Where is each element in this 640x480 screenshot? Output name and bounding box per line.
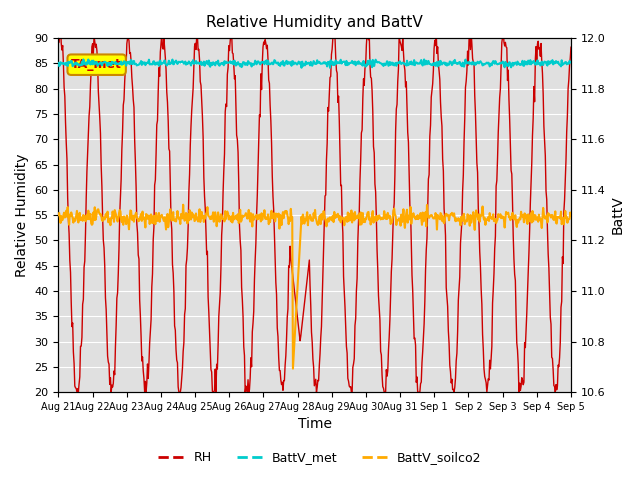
Text: TA_met: TA_met (71, 58, 122, 71)
Legend: RH, BattV_met, BattV_soilco2: RH, BattV_met, BattV_soilco2 (154, 446, 486, 469)
Y-axis label: BattV: BattV (611, 196, 625, 235)
Title: Relative Humidity and BattV: Relative Humidity and BattV (206, 15, 423, 30)
Y-axis label: Relative Humidity: Relative Humidity (15, 154, 29, 277)
X-axis label: Time: Time (298, 418, 332, 432)
